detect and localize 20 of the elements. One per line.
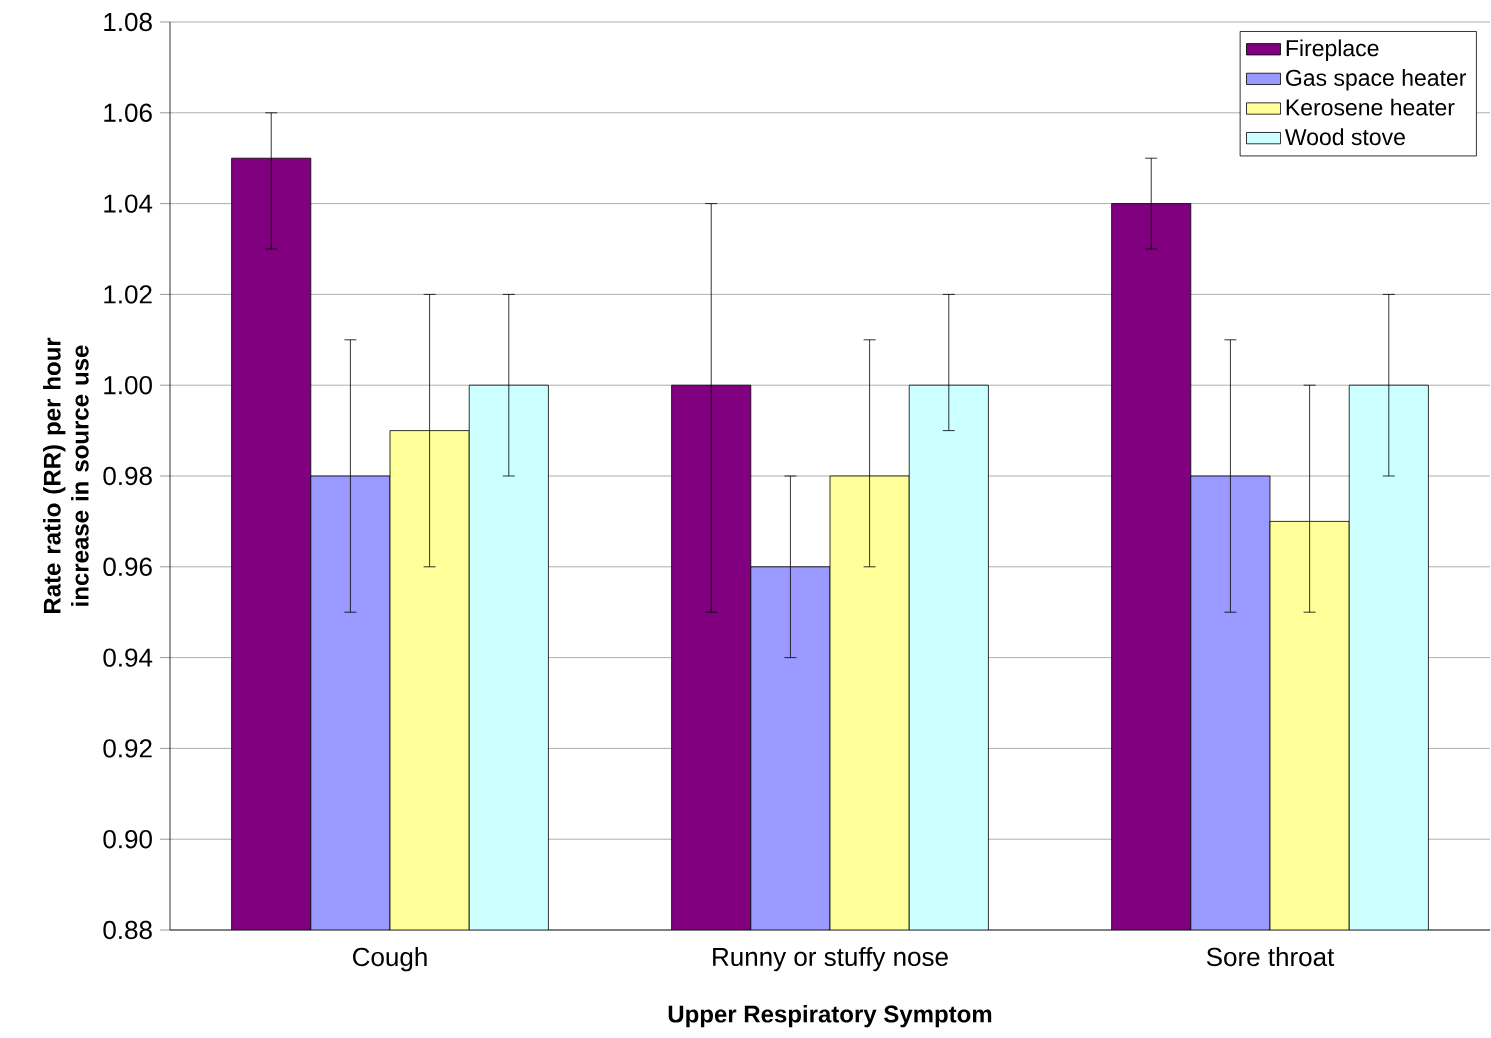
y-tick-label: 0.92	[103, 739, 152, 758]
y-tick-label: 1.04	[104, 194, 153, 213]
x-tick-label: Cough	[353, 947, 427, 972]
legend-label: Wood stove	[1284, 128, 1405, 146]
y-tick-label: 0.98	[103, 466, 152, 486]
y-tick-label: 1.02	[104, 285, 152, 304]
legend-label: Fireplace	[1286, 39, 1379, 61]
legend-label: Kerosene heater	[1286, 98, 1455, 116]
legend-label: Gas space heater	[1286, 69, 1467, 91]
y-tick-label: 1.00	[104, 375, 152, 395]
y-tick-label: 0.94	[103, 648, 153, 667]
x-tick-label: Sore throat	[1206, 947, 1335, 967]
y-axis-title: Rate ratio (RR) per hour increase in source use	[43, 337, 89, 614]
y-tick-label: 1.08	[104, 12, 152, 32]
x-axis-title: Upper Respiratory Symptom	[668, 1004, 992, 1028]
y-tick-label: 0.90	[103, 829, 152, 849]
x-tick-label: Runny or stuffy nose	[713, 947, 948, 972]
y-tick-label: 0.88	[103, 920, 152, 940]
y-tick-label: 1.06	[104, 103, 152, 122]
y-tick-label: 0.96	[103, 557, 152, 576]
